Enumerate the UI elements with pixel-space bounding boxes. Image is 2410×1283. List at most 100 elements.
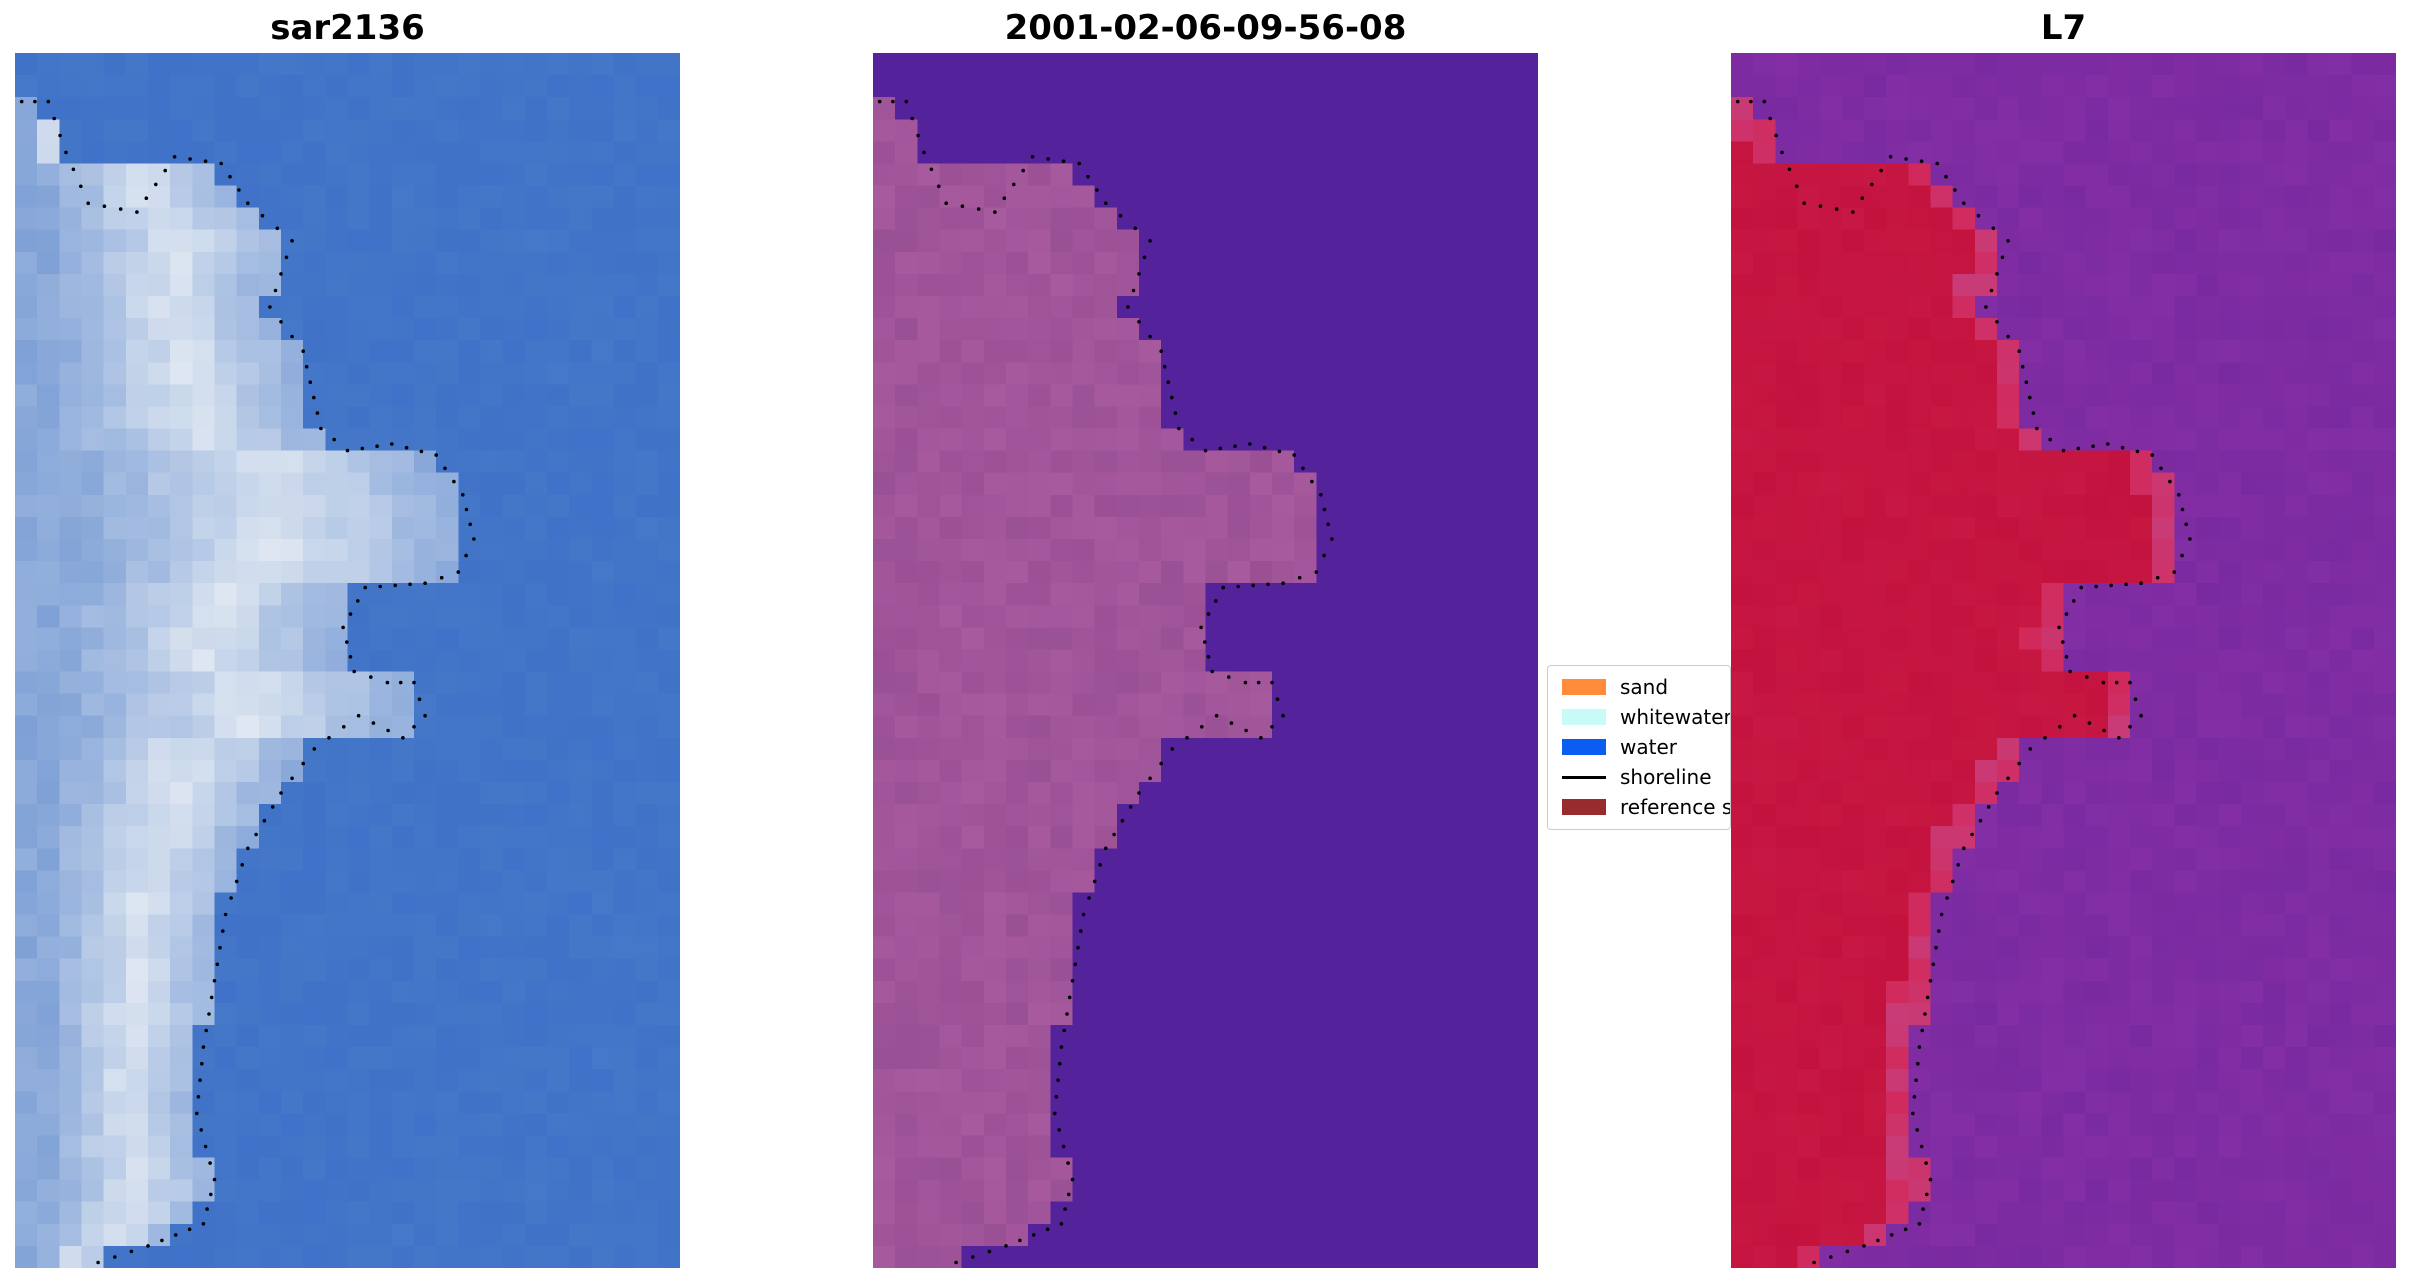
- shoreline-dot: [922, 150, 926, 155]
- shoreline-dot: [1056, 1078, 1060, 1082]
- shoreline-dot: [1190, 437, 1194, 442]
- shoreline-dot: [1774, 133, 1778, 138]
- shoreline-dot: [1914, 1078, 1918, 1082]
- shoreline-dot: [290, 239, 294, 243]
- shoreline-dot: [2017, 761, 2021, 766]
- shoreline-dot: [1925, 995, 1930, 1000]
- shoreline-dot: [2184, 522, 2188, 527]
- shoreline-dot: [1073, 962, 1078, 967]
- shoreline-dot: [369, 675, 373, 679]
- shoreline-dot: [1012, 182, 1016, 187]
- shoreline-dot: [386, 728, 390, 733]
- shoreline-dot: [201, 1045, 206, 1049]
- shoreline-dot: [2028, 747, 2033, 751]
- shoreline-dot: [209, 995, 214, 1000]
- shoreline-dot: [1870, 182, 1874, 187]
- shoreline-dot: [187, 1227, 192, 1232]
- shoreline-dot: [2076, 446, 2081, 451]
- shoreline-dot: [209, 1192, 213, 1197]
- shoreline-dot: [1275, 697, 1280, 701]
- shoreline-dot: [1919, 159, 1924, 163]
- shoreline-dot: [1762, 99, 1767, 104]
- shoreline-dot: [1862, 1244, 1866, 1248]
- shoreline-dot: [1818, 204, 1823, 208]
- shoreline-dot: [1210, 669, 1214, 674]
- shoreline-dot: [79, 184, 83, 189]
- shoreline-dot: [1054, 1095, 1059, 1099]
- shoreline-dot: [1937, 929, 1941, 933]
- shoreline-dot: [1118, 213, 1123, 218]
- shoreline-dot: [223, 912, 228, 917]
- shoreline-dot: [1266, 582, 1270, 587]
- legend-item-water: water: [1556, 734, 1730, 760]
- shoreline-dot: [1062, 1028, 1066, 1033]
- shoreline-dot: [960, 204, 965, 208]
- shoreline-dot: [1834, 207, 1839, 211]
- legend-label: shoreline: [1620, 765, 1712, 789]
- shoreline-dot: [1076, 945, 1080, 950]
- shoreline-dot: [58, 133, 62, 138]
- shoreline-dot: [375, 444, 379, 449]
- shoreline-dot: [443, 466, 447, 471]
- shoreline-dot: [19, 99, 24, 104]
- shoreline-dot: [417, 697, 422, 701]
- shoreline-dot: [163, 168, 167, 173]
- shoreline-dot: [2188, 537, 2192, 541]
- shoreline-dot: [461, 493, 465, 497]
- shoreline-dot: [1925, 1192, 1929, 1197]
- shoreline-dot: [1802, 201, 1806, 205]
- shoreline-dot: [2139, 713, 2143, 718]
- shoreline-dot: [1989, 288, 1994, 293]
- shoreline-dot: [1065, 1012, 1069, 1016]
- shoreline-dot: [207, 1012, 211, 1016]
- shoreline-dot: [312, 395, 316, 400]
- shoreline-dot: [1148, 239, 1152, 243]
- index-image: [1731, 53, 2396, 1268]
- shoreline-dot: [1301, 466, 1305, 471]
- shoreline-dot: [215, 962, 220, 967]
- shoreline-dot: [284, 255, 289, 260]
- shoreline-dot: [262, 818, 267, 823]
- shoreline-dot: [1087, 896, 1091, 900]
- shoreline-dot: [468, 522, 473, 527]
- shoreline-dot: [1131, 288, 1136, 293]
- shoreline-dot: [1812, 1260, 1816, 1265]
- shoreline-dot: [2061, 640, 2065, 644]
- shoreline-dot: [1098, 863, 1102, 867]
- shoreline-dot: [348, 612, 353, 616]
- shoreline-dot: [877, 99, 882, 104]
- legend-item-reference-shoreline: reference shoreline: [1556, 794, 1730, 820]
- shoreline-dot: [1170, 395, 1174, 400]
- shoreline-dot: [356, 713, 361, 718]
- shoreline-dot: [1860, 196, 1865, 200]
- shoreline-dot: [2048, 437, 2052, 442]
- shoreline-dot: [342, 725, 346, 729]
- shoreline-dot: [1063, 1207, 1067, 1211]
- shoreline-dot: [398, 680, 403, 685]
- shoreline-dot: [113, 1255, 117, 1259]
- shoreline-dot: [229, 896, 233, 900]
- shoreline-dot: [944, 201, 948, 205]
- shoreline-dot: [452, 479, 456, 484]
- shoreline-dot: [2006, 334, 2010, 339]
- shoreline-dot: [464, 553, 468, 558]
- shoreline-dot: [218, 945, 222, 950]
- shoreline-dot: [352, 669, 357, 674]
- shoreline-dot: [1984, 305, 1988, 309]
- shoreline-dot: [96, 1260, 100, 1265]
- shoreline-dot: [1256, 680, 1261, 685]
- shoreline-dot: [319, 426, 323, 431]
- shoreline-dot: [1120, 818, 1125, 823]
- shoreline-dot: [246, 846, 250, 851]
- shoreline-dot: [891, 99, 895, 104]
- shoreline-dot: [1962, 846, 1966, 851]
- shoreline-dot: [1045, 1227, 1050, 1232]
- shoreline-dot: [1903, 1227, 1908, 1232]
- shoreline-dot: [64, 150, 68, 155]
- shoreline-dot: [464, 507, 469, 512]
- shoreline-dot: [1995, 791, 1999, 795]
- shoreline-dot: [423, 581, 427, 585]
- shoreline-dot: [228, 174, 232, 179]
- shoreline-dot: [279, 272, 283, 276]
- shoreline-dot: [2057, 625, 2061, 630]
